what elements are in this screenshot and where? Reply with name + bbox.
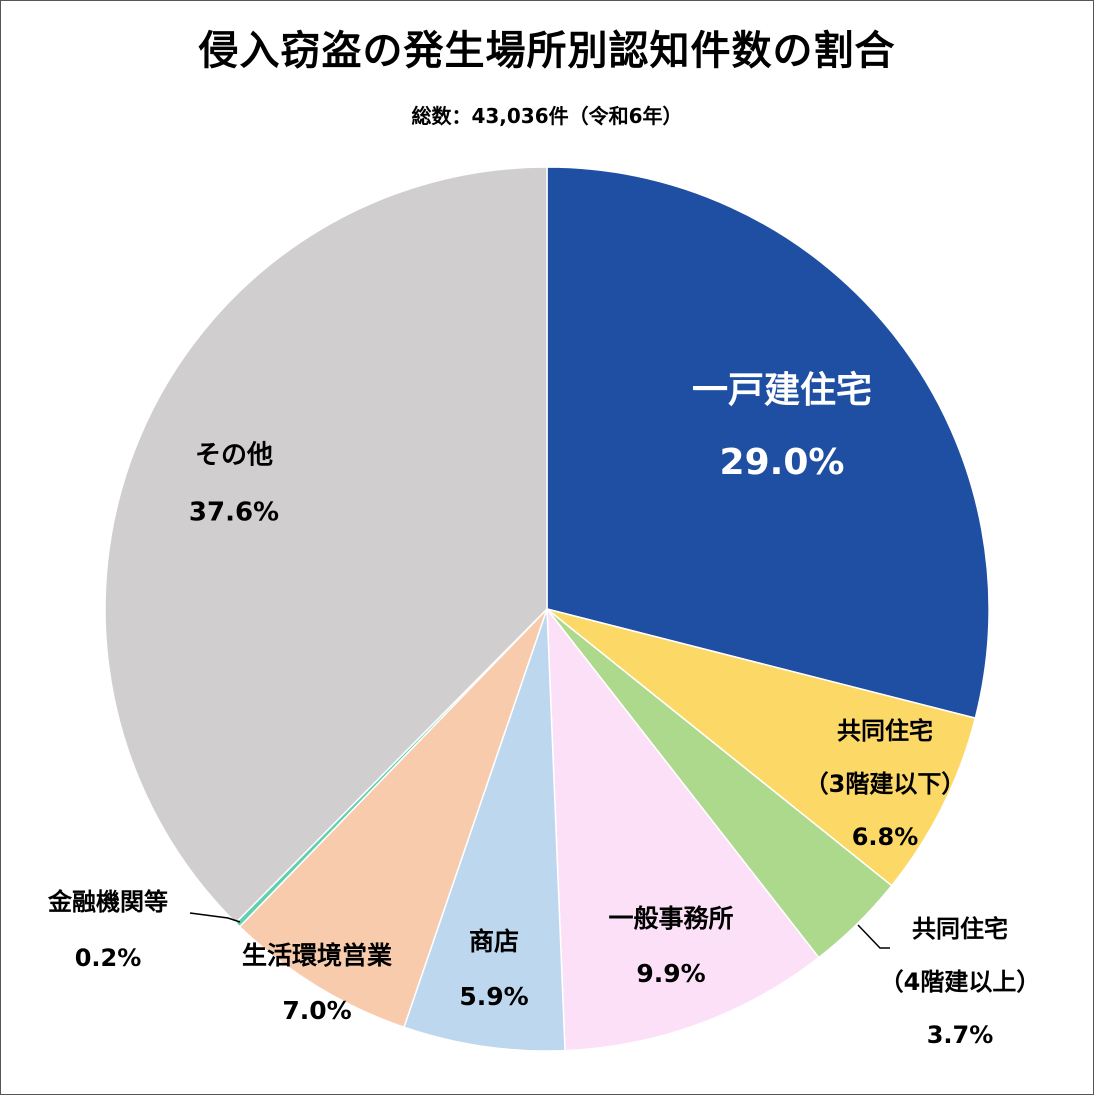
pie-slices [104,166,990,1052]
slice-category-label: その他 [195,441,273,471]
slice-category-label: （3階建以下） [805,770,966,798]
leader-line [857,924,890,949]
pie-slice [546,608,977,887]
leader-line [189,912,241,923]
slice-value-label: 3.7% [927,1021,994,1049]
chart-subtitle: 総数：43,036件（令和6年） [411,104,683,128]
slice-category-label: 商店 [469,927,519,956]
slice-category-label: 一般事務所 [608,904,733,933]
slice-value-label: 9.9% [636,959,705,988]
slice-category-label: 共同住宅 [912,915,1008,943]
slice-value-label: 0.2% [75,944,142,972]
pie-slice [546,606,820,1052]
pie-slice [104,166,548,924]
slice-category-label: 共同住宅 [837,717,933,745]
leader-lines [189,912,890,949]
slice-value-label: 6.8% [852,823,919,851]
chart-title: 侵入窃盗の発生場所別認知件数の割合 [198,28,896,74]
slice-value-label: 7.0% [282,996,351,1025]
slice-category-label: 金融機関等 [47,888,168,916]
pie-slice [403,608,566,1052]
slice-value-label: 29.0% [720,442,845,483]
pie-slice [238,608,548,1029]
slice-category-label: 一戸建住宅 [692,369,872,411]
pie-slice [546,166,990,720]
slice-labels: 一戸建住宅 29.0% 共同住宅 （3階建以下） 6.8% 共同住宅 （4階建以上） 3.7%… [47,369,1040,1049]
slice-value-label: 37.6% [189,498,279,528]
slice-category-label: （4階建以上） [880,968,1041,996]
slice-value-label: 5.9% [459,982,528,1011]
slice-category-label: 生活環境営業 [242,941,392,970]
